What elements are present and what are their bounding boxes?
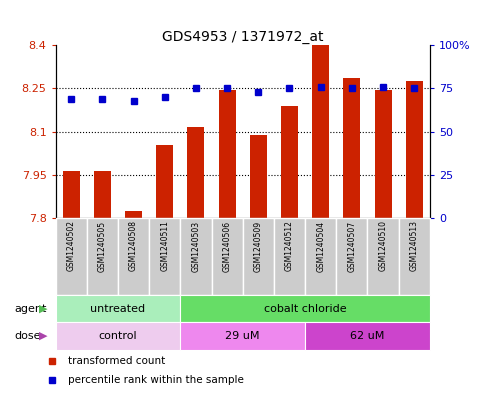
Bar	[63, 171, 80, 218]
Bar	[187, 127, 204, 218]
Text: GSM1240503: GSM1240503	[191, 220, 200, 272]
Text: cobalt chloride: cobalt chloride	[264, 303, 346, 314]
Text: agent: agent	[14, 303, 47, 314]
Text: GSM1240505: GSM1240505	[98, 220, 107, 272]
Text: 29 uM: 29 uM	[226, 331, 260, 341]
Text: GSM1240511: GSM1240511	[160, 220, 169, 271]
Text: GSM1240513: GSM1240513	[410, 220, 419, 272]
Bar	[374, 90, 392, 218]
Bar	[305, 322, 430, 350]
Bar	[336, 218, 368, 295]
Bar	[242, 218, 274, 295]
Bar	[156, 145, 173, 218]
Bar	[281, 106, 298, 218]
Text: GSM1240509: GSM1240509	[254, 220, 263, 272]
Bar	[56, 218, 87, 295]
Text: 62 uM: 62 uM	[350, 331, 384, 341]
Bar	[218, 90, 236, 218]
Bar	[406, 81, 423, 218]
Bar	[312, 45, 329, 218]
Bar	[87, 218, 118, 295]
Bar	[250, 134, 267, 218]
Text: ▶: ▶	[39, 331, 48, 341]
Text: GSM1240504: GSM1240504	[316, 220, 325, 272]
Text: GSM1240507: GSM1240507	[347, 220, 356, 272]
Text: GSM1240506: GSM1240506	[223, 220, 232, 272]
Text: GSM1240510: GSM1240510	[379, 220, 387, 272]
Text: ▶: ▶	[39, 303, 48, 314]
Bar	[94, 171, 111, 218]
Bar	[180, 218, 212, 295]
Bar	[56, 295, 180, 322]
Bar	[343, 78, 360, 218]
Bar	[212, 218, 242, 295]
Bar	[125, 211, 142, 218]
Text: transformed count: transformed count	[68, 356, 165, 366]
Text: GSM1240502: GSM1240502	[67, 220, 76, 272]
Bar	[56, 322, 180, 350]
Bar	[118, 218, 149, 295]
Bar	[180, 295, 430, 322]
Title: GDS4953 / 1371972_at: GDS4953 / 1371972_at	[162, 30, 324, 44]
Text: percentile rank within the sample: percentile rank within the sample	[68, 375, 243, 385]
Text: GSM1240512: GSM1240512	[285, 220, 294, 271]
Text: untreated: untreated	[90, 303, 145, 314]
Bar	[149, 218, 180, 295]
Bar	[180, 322, 305, 350]
Text: GSM1240508: GSM1240508	[129, 220, 138, 272]
Text: dose: dose	[14, 331, 41, 341]
Text: control: control	[99, 331, 137, 341]
Bar	[368, 218, 398, 295]
Bar	[274, 218, 305, 295]
Bar	[305, 218, 336, 295]
Bar	[398, 218, 430, 295]
